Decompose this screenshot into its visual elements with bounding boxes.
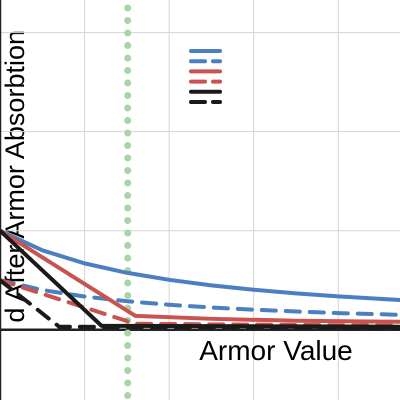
line-series [0,228,400,324]
y-axis-label: d After Armor Absorbtion [0,30,30,323]
line-series [0,278,400,330]
line-series [0,228,400,302]
x-axis-label: Armor Value [199,335,353,366]
